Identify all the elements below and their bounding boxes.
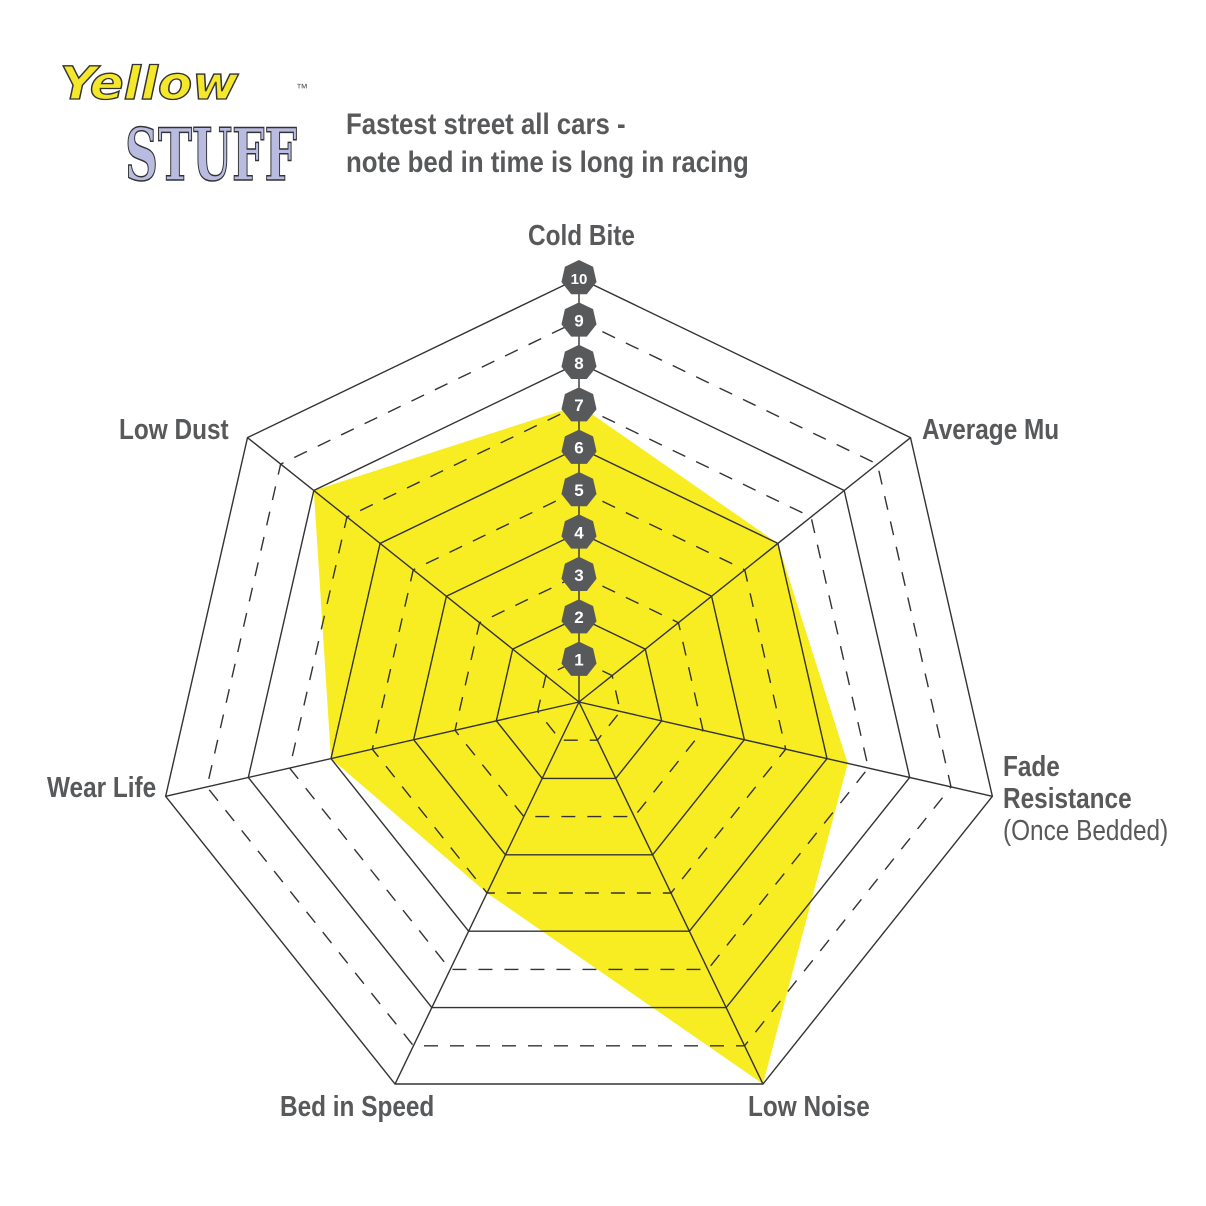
grid-ring-8: [247, 362, 911, 1009]
grid-ring-1: [536, 658, 622, 741]
grid-ring-9: [206, 319, 952, 1047]
subtitle-line-1: Fastest street all cars -: [346, 108, 626, 141]
axis-spoke-4: [394, 701, 580, 1085]
axis-label-bed-in-speed: Bed in Speed: [280, 1091, 435, 1123]
tick-badge-10: [561, 260, 597, 295]
axis-spoke-3: [578, 701, 764, 1085]
grid-ring-10: [164, 277, 994, 1085]
axis-spoke-6: [247, 437, 580, 703]
data-area: [313, 405, 848, 1085]
logo-stuff-text: STUFF: [125, 112, 297, 197]
axis-label-wear-life: Wear Life: [47, 772, 157, 804]
logo-yellow-text: Yellow: [60, 58, 240, 110]
tick-label-7: 7: [574, 396, 583, 415]
axis-label-fade: Fade: [1003, 751, 1060, 783]
tick-badge-4: [561, 514, 597, 549]
tick-label-1: 1: [574, 651, 583, 670]
tick-badge-5: [561, 472, 597, 507]
tick-label-5: 5: [574, 481, 583, 500]
axis-label-once-bedded: (Once Bedded): [1003, 815, 1169, 847]
tick-label-9: 9: [574, 311, 583, 330]
tick-badge-2: [561, 599, 597, 634]
tick-badge-1: [561, 641, 597, 676]
subtitle-line-2: note bed in time is long in racing: [346, 146, 749, 179]
tick-badge-9: [561, 302, 597, 337]
axis-label-average-mu: Average Mu: [922, 414, 1060, 446]
axis-spoke-1: [578, 437, 911, 703]
chart-subtitle: Fastest street all cars - note bed in ti…: [346, 106, 749, 182]
yellowstuff-logo: Yellow STUFF ™: [59, 58, 308, 198]
grid-ring-6: [330, 446, 828, 932]
tick-label-10: 10: [571, 271, 588, 288]
tick-label-3: 3: [574, 566, 583, 585]
tick-badge-6: [561, 429, 597, 464]
axis-label-cold-bite: Cold Bite: [528, 220, 635, 252]
tick-label-4: 4: [574, 523, 584, 542]
grid-ring-4: [412, 531, 746, 856]
axis-spoke-5: [165, 701, 580, 798]
logo-tm: ™: [296, 81, 308, 95]
grid-ring-2: [495, 616, 663, 780]
tick-label-2: 2: [574, 608, 583, 627]
tick-badge-7: [561, 387, 597, 422]
axis-label-resistance: Resistance: [1003, 783, 1132, 815]
tick-badge-3: [561, 556, 597, 592]
axis-spoke-2: [578, 701, 993, 798]
tick-label-6: 6: [574, 439, 583, 458]
tick-badge-8: [561, 344, 597, 380]
axis-label-low-dust: Low Dust: [119, 414, 229, 446]
grid-ring-5: [371, 489, 787, 894]
axis-label-low-noise: Low Noise: [748, 1091, 870, 1123]
tick-label-8: 8: [574, 354, 583, 373]
